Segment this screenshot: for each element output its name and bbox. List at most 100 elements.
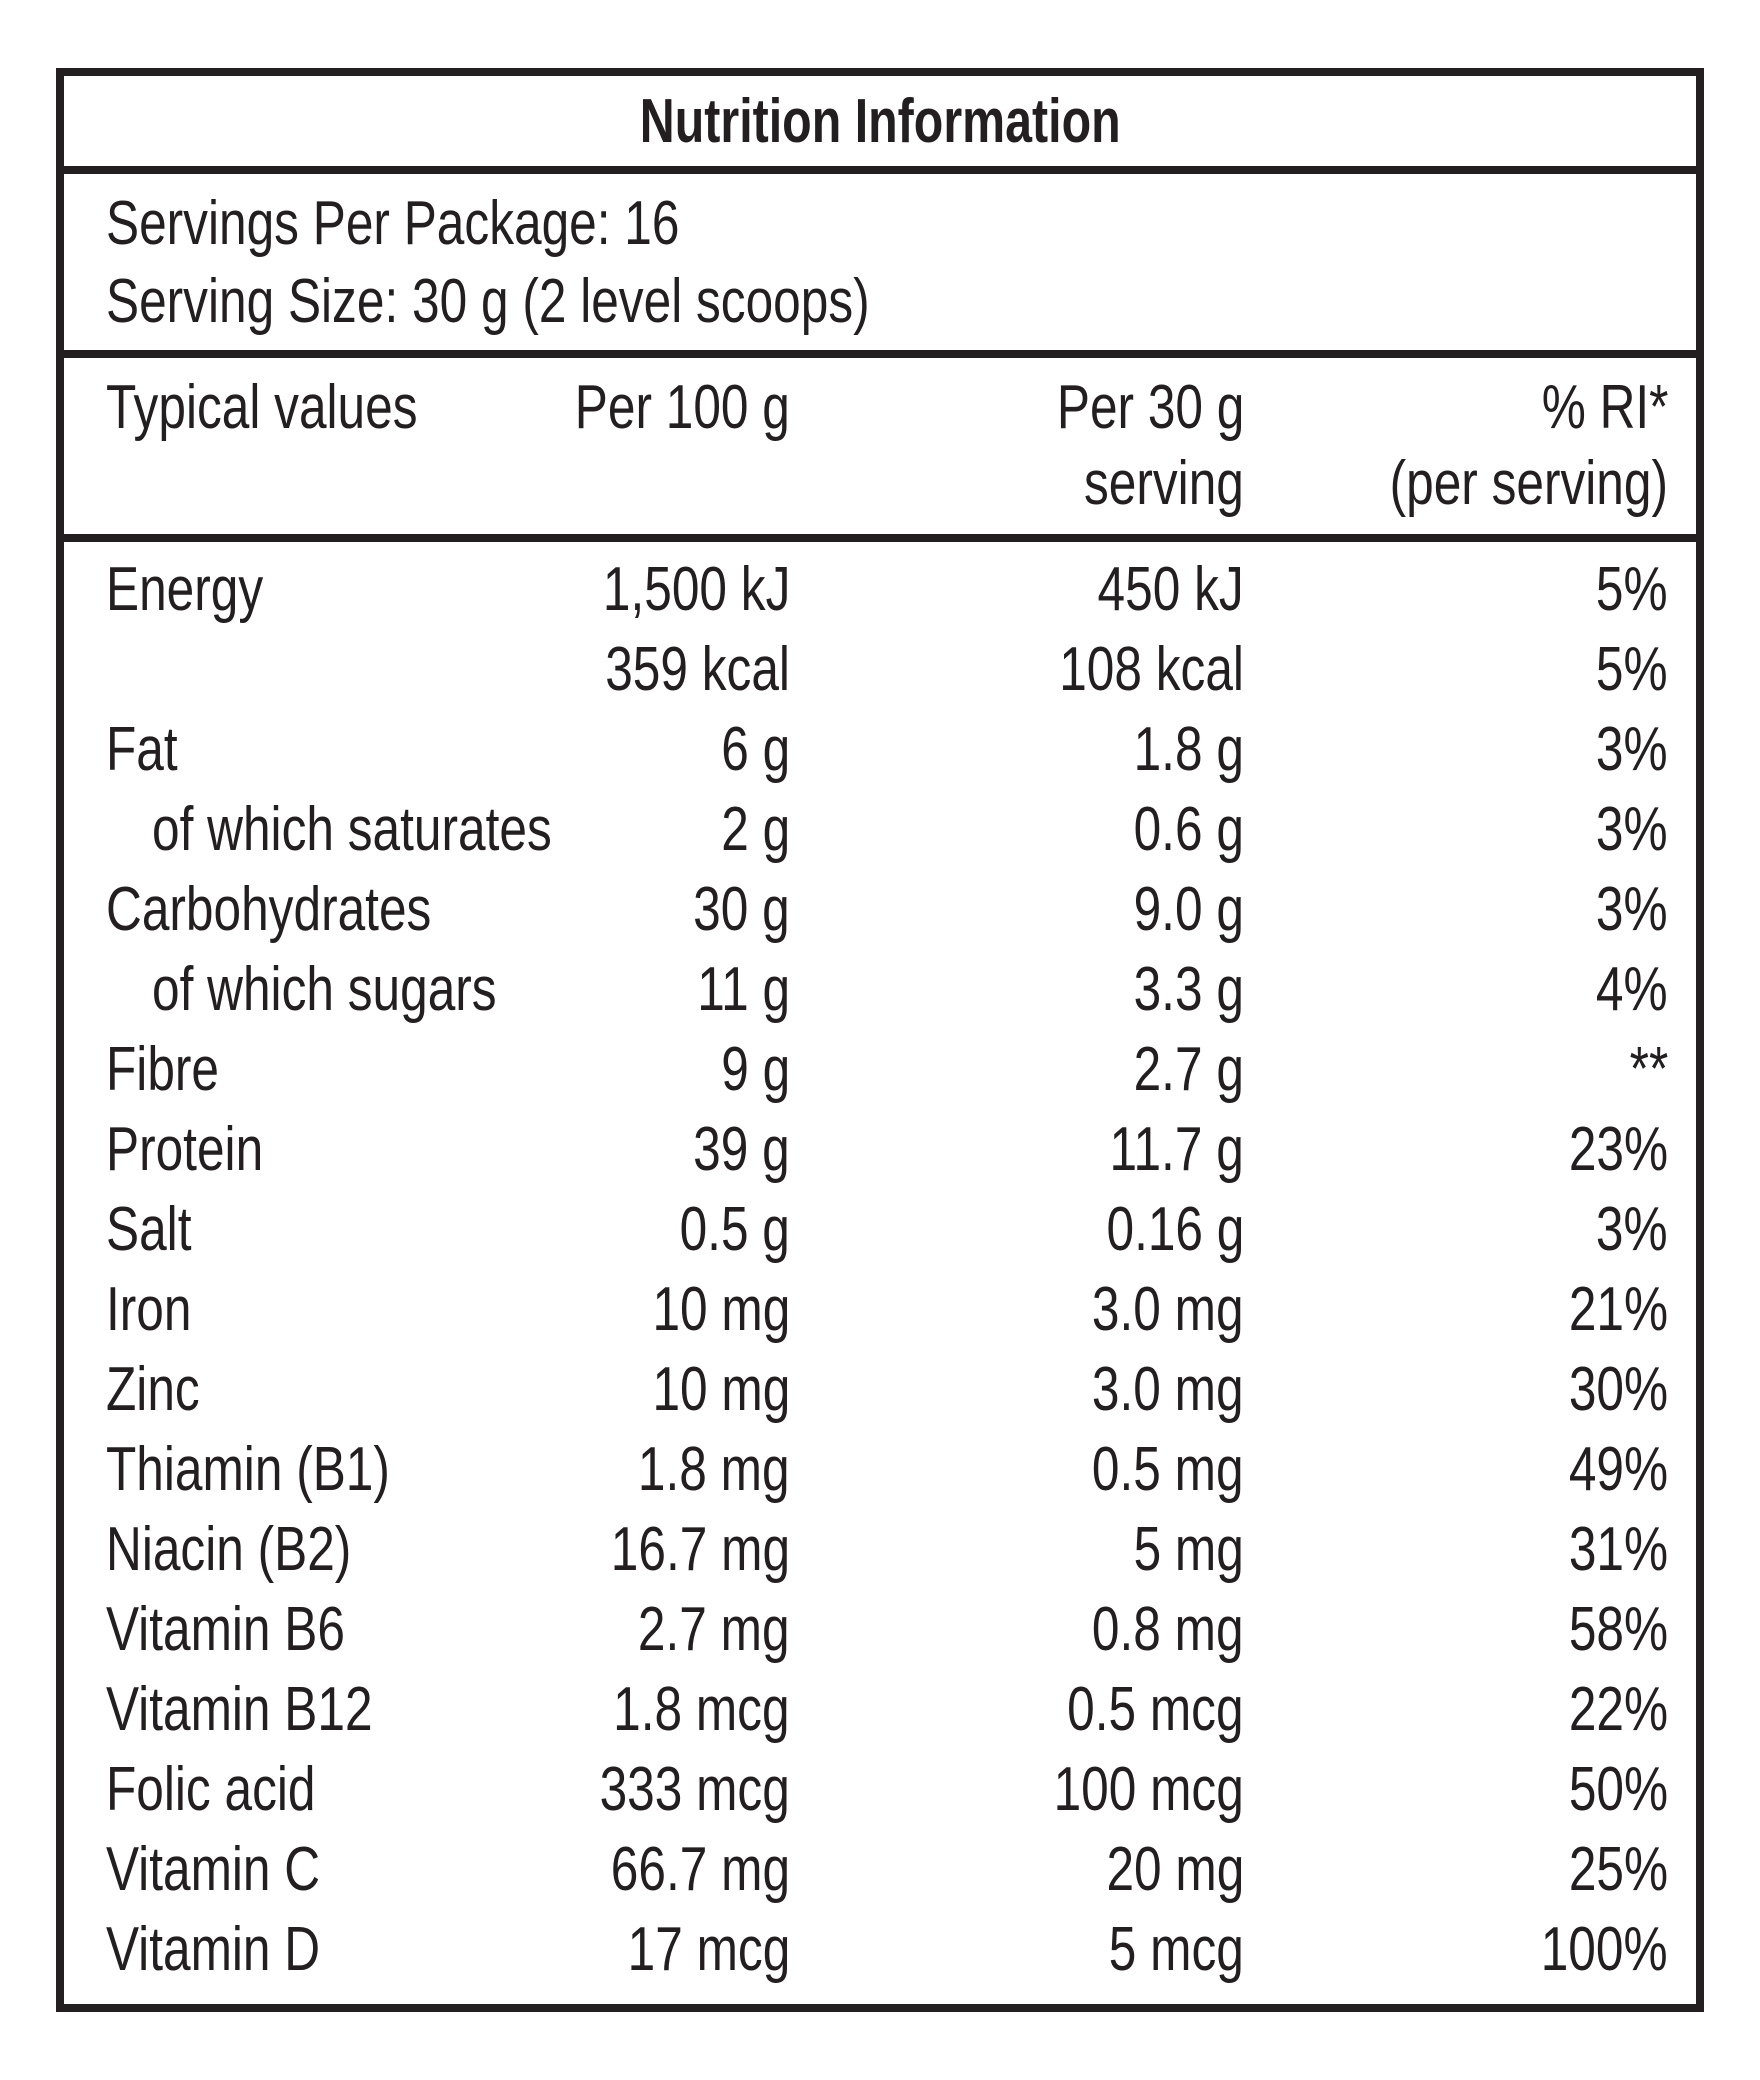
value-per-100g: 333 mcg — [599, 1755, 790, 1824]
table-row: Carbohydrates 30 g 9.0 g 3% — [64, 870, 1696, 950]
value-ri-percent: 58% — [1568, 1595, 1668, 1664]
nutrient-rows: Energy 1,500 kJ 450 kJ 5% 359 kcal 108 kcal 5%… — [64, 542, 1696, 2004]
nutrient-name: Iron — [106, 1275, 192, 1344]
serving-info: Servings Per Package: 16 Serving Size: 3… — [64, 174, 1696, 358]
header-per-serving-line2: serving — [1084, 449, 1244, 518]
value-per-100g: 30 g — [693, 875, 790, 944]
value-per-serving: 9.0 g — [1133, 875, 1244, 944]
value-per-serving: 0.8 mg — [1092, 1595, 1244, 1664]
nutrient-name: Vitamin B6 — [106, 1595, 345, 1664]
value-ri-percent: 22% — [1568, 1675, 1668, 1744]
value-per-100g: 6 g — [721, 715, 790, 784]
serving-size: Serving Size: 30 g (2 level scoops) — [106, 267, 870, 336]
table-row: Energy 1,500 kJ 450 kJ 5% — [64, 550, 1696, 630]
nutrient-name: Zinc — [106, 1355, 200, 1424]
nutrient-name: Fibre — [106, 1035, 220, 1104]
table-row: Salt 0.5 g 0.16 g 3% — [64, 1190, 1696, 1270]
value-per-serving: 100 mcg — [1053, 1755, 1244, 1824]
value-per-100g: 17 mcg — [627, 1915, 790, 1984]
value-per-serving: 3.3 g — [1133, 955, 1244, 1024]
value-ri-percent: 3% — [1596, 1195, 1668, 1264]
value-per-100g: 39 g — [693, 1115, 790, 1184]
title-band: Nutrition Information — [64, 76, 1696, 174]
value-ri-percent: 5% — [1596, 635, 1668, 704]
table-row: Vitamin B12 1.8 mcg 0.5 mcg 22% — [64, 1670, 1696, 1750]
value-ri-percent: 23% — [1568, 1115, 1668, 1184]
value-per-serving: 0.6 g — [1133, 795, 1244, 864]
value-ri-percent: 5% — [1596, 555, 1668, 624]
header-typical-values: Typical values — [106, 373, 418, 442]
column-header: Typical values Per 100 g Per 30 g servin… — [64, 358, 1696, 542]
value-ri-percent: 3% — [1596, 715, 1668, 784]
value-per-serving: 5 mcg — [1108, 1915, 1244, 1984]
value-per-serving: 2.7 g — [1133, 1035, 1244, 1104]
header-per-100g: Per 100 g — [574, 373, 790, 442]
value-per-serving: 108 kcal — [1059, 635, 1244, 704]
value-ri-percent: 3% — [1596, 875, 1668, 944]
table-row: Thiamin (B1) 1.8 mg 0.5 mg 49% — [64, 1430, 1696, 1510]
table-row: Iron 10 mg 3.0 mg 21% — [64, 1270, 1696, 1350]
value-per-100g: 9 g — [721, 1035, 790, 1104]
value-per-100g: 66.7 mg — [610, 1835, 790, 1904]
table-row: Fibre 9 g 2.7 g ** — [64, 1030, 1696, 1110]
value-per-100g: 10 mg — [652, 1355, 790, 1424]
value-per-100g: 1.8 mcg — [613, 1675, 790, 1744]
value-per-100g: 11 g — [697, 955, 790, 1024]
value-per-100g: 1.8 mg — [638, 1435, 790, 1504]
value-ri-percent: 30% — [1568, 1355, 1668, 1424]
value-per-serving: 0.5 mg — [1092, 1435, 1244, 1504]
table-row: of which sugars 11 g 3.3 g 4% — [64, 950, 1696, 1030]
value-per-100g: 359 kcal — [605, 635, 790, 704]
nutrient-name: Niacin (B2) — [106, 1515, 352, 1584]
header-ri-line2: (per serving) — [1389, 449, 1668, 518]
value-per-serving: 1.8 g — [1133, 715, 1244, 784]
value-per-serving: 3.0 mg — [1092, 1275, 1244, 1344]
nutrient-name: Vitamin B12 — [106, 1675, 373, 1744]
table-row: Protein 39 g 11.7 g 23% — [64, 1110, 1696, 1190]
value-ri-percent: 100% — [1541, 1915, 1668, 1984]
value-ri-percent: 49% — [1568, 1435, 1668, 1504]
nutrient-name: Vitamin C — [106, 1835, 321, 1904]
nutrition-panel: Nutrition Information Servings Per Packa… — [56, 68, 1704, 2012]
value-per-100g: 1,500 kJ — [602, 555, 790, 624]
value-per-serving: 5 mg — [1133, 1515, 1244, 1584]
table-row: Folic acid 333 mcg 100 mcg 50% — [64, 1750, 1696, 1830]
nutrient-name: Energy — [106, 555, 264, 624]
header-ri-line1: % RI* — [1541, 373, 1668, 442]
nutrient-name: Carbohydrates — [106, 875, 432, 944]
table-row: of which saturates 2 g 0.6 g 3% — [64, 790, 1696, 870]
value-per-100g: 0.5 g — [679, 1195, 790, 1264]
value-per-serving: 0.5 mcg — [1067, 1675, 1244, 1744]
nutrient-name: of which saturates — [152, 795, 552, 864]
value-per-serving: 450 kJ — [1097, 555, 1244, 624]
value-per-100g: 16.7 mg — [610, 1515, 790, 1584]
value-ri-percent: 50% — [1568, 1755, 1668, 1824]
table-row: Vitamin D 17 mcg 5 mcg 100% — [64, 1910, 1696, 1990]
table-row: Zinc 10 mg 3.0 mg 30% — [64, 1350, 1696, 1430]
value-per-serving: 3.0 mg — [1092, 1355, 1244, 1424]
nutrient-name: Thiamin (B1) — [106, 1435, 390, 1504]
table-row: Fat 6 g 1.8 g 3% — [64, 710, 1696, 790]
value-per-serving: 11.7 g — [1109, 1115, 1244, 1184]
value-per-100g: 2 g — [721, 795, 790, 864]
value-per-100g: 10 mg — [652, 1275, 790, 1344]
value-ri-percent: ** — [1629, 1035, 1668, 1104]
value-per-serving: 20 mg — [1106, 1835, 1244, 1904]
nutrient-name: Folic acid — [106, 1755, 316, 1824]
nutrient-name: Fat — [106, 715, 178, 784]
value-ri-percent: 21% — [1568, 1275, 1668, 1344]
nutrient-name: Protein — [106, 1115, 264, 1184]
table-row: 359 kcal 108 kcal 5% — [64, 630, 1696, 710]
nutrient-name: Vitamin D — [106, 1915, 321, 1984]
header-per-serving-line1: Per 30 g — [1056, 373, 1244, 442]
panel-title: Nutrition Information — [639, 86, 1121, 156]
nutrient-name: of which sugars — [152, 955, 497, 1024]
value-ri-percent: 31% — [1568, 1515, 1668, 1584]
value-ri-percent: 4% — [1596, 955, 1668, 1024]
table-row: Vitamin B6 2.7 mg 0.8 mg 58% — [64, 1590, 1696, 1670]
value-ri-percent: 25% — [1568, 1835, 1668, 1904]
nutrient-name: Salt — [106, 1195, 192, 1264]
value-per-100g: 2.7 mg — [638, 1595, 790, 1664]
table-row: Vitamin C 66.7 mg 20 mg 25% — [64, 1830, 1696, 1910]
table-row: Niacin (B2) 16.7 mg 5 mg 31% — [64, 1510, 1696, 1590]
